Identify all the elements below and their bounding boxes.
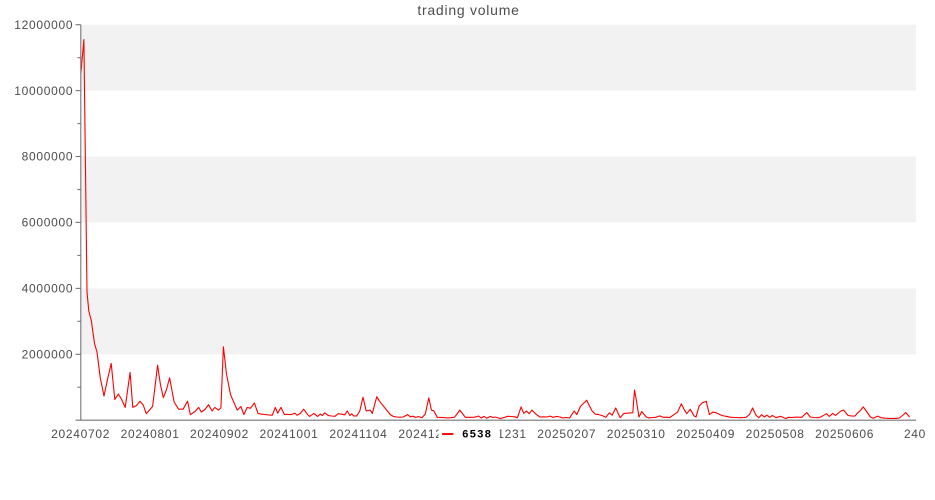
- svg-text:20250207: 20250207: [537, 427, 596, 441]
- svg-text:20250310: 20250310: [607, 427, 666, 441]
- svg-text:20240801: 20240801: [121, 427, 180, 441]
- svg-text:20240902: 20240902: [190, 427, 249, 441]
- svg-text:20240702: 20240702: [51, 427, 110, 441]
- svg-text:20241104: 20241104: [329, 427, 387, 441]
- svg-text:20250409: 20250409: [676, 427, 735, 441]
- svg-text:6000000: 6000000: [22, 216, 74, 230]
- svg-text:8000000: 8000000: [22, 150, 74, 164]
- svg-text:20250606: 20250606: [815, 427, 874, 441]
- svg-text:12000000: 12000000: [14, 18, 73, 32]
- svg-text:20250508: 20250508: [746, 427, 805, 441]
- svg-text:240: 240: [904, 427, 926, 441]
- svg-text:10000000: 10000000: [14, 84, 73, 98]
- svg-text:2000000: 2000000: [22, 348, 74, 362]
- svg-text:trading volume: trading volume: [417, 2, 519, 18]
- svg-text:20241001: 20241001: [260, 427, 319, 441]
- svg-text:4000000: 4000000: [22, 282, 74, 296]
- svg-text:6538: 6538: [462, 429, 492, 441]
